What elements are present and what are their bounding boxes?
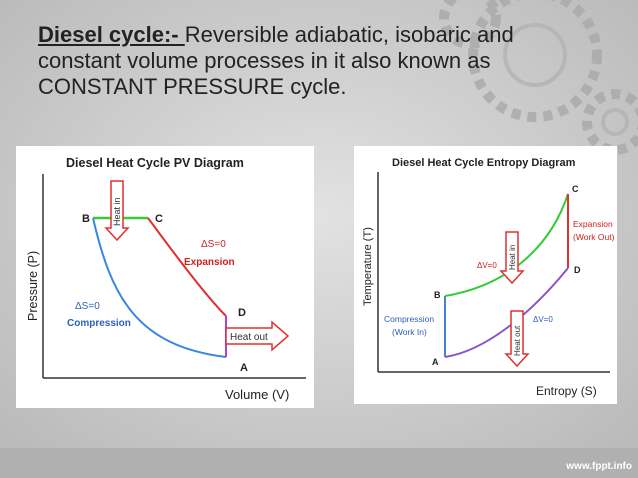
ts-heat-out-curve [444, 267, 569, 358]
ts-point-b: B [434, 290, 441, 300]
pv-compression-curve [92, 217, 227, 358]
ts-point-c: C [572, 184, 579, 194]
pv-point-a: A [240, 362, 248, 374]
ts-heat-in-arrow: Heat in [499, 231, 525, 285]
pv-point-b: B [82, 213, 90, 225]
ts-diagram-panel: Diesel Heat Cycle Entropy Diagram Temper… [354, 146, 617, 404]
ts-dv-top: ΔV=0 [477, 261, 497, 270]
ts-expansion-line1: Expansion [573, 219, 613, 229]
ts-heat-in-label: Heat in [508, 245, 517, 270]
pv-title: Diesel Heat Cycle PV Diagram [66, 156, 244, 170]
ts-point-d: D [574, 265, 581, 275]
pv-y-label: Pressure (P) [26, 251, 40, 321]
pv-heat-out-label: Heat out [230, 332, 268, 343]
ts-x-label: Entropy (S) [536, 384, 597, 398]
credit-text: www.fppt.info [566, 461, 632, 472]
pv-heat-out-arrow: Heat out [225, 320, 290, 352]
ts-heat-out-label: Heat out [513, 325, 522, 356]
title-lead: Diesel cycle:- [38, 22, 185, 47]
title-rest: Reversible adiabatic, isobaric and const… [38, 22, 514, 99]
pv-heat-in-label: Heat in [112, 197, 122, 226]
ts-title: Diesel Heat Cycle Entropy Diagram [392, 157, 576, 169]
ts-y-label: Temperature (T) [362, 227, 374, 306]
pv-point-d: D [238, 307, 246, 319]
ts-heat-out-arrow: Heat out [504, 310, 530, 368]
slide-title: Diesel cycle:- Reversible adiabatic, iso… [38, 22, 598, 100]
ts-compression-line1: Compression [384, 314, 434, 324]
pv-compression-label: Compression [67, 318, 131, 329]
pv-x-label: Volume (V) [225, 387, 289, 402]
pv-expansion-label: Expansion [184, 257, 235, 268]
ts-heat-in-curve [444, 193, 569, 297]
pv-point-c: C [155, 213, 163, 225]
ts-point-a: A [432, 357, 439, 367]
ts-compression-line2: (Work In) [392, 327, 427, 337]
pv-heat-in-arrow: Heat in [104, 180, 130, 242]
pv-compression-ds: ΔS=0 [75, 301, 100, 312]
pv-expansion-ds: ΔS=0 [201, 239, 226, 250]
pv-diagram-panel: Diesel Heat Cycle PV Diagram Pressure (P… [16, 146, 314, 408]
pv-expansion-curve [147, 217, 227, 317]
ts-dv-bottom: ΔV=0 [533, 315, 553, 324]
ts-expansion-line2: (Work Out) [573, 232, 615, 242]
gear-icon [439, 0, 638, 155]
